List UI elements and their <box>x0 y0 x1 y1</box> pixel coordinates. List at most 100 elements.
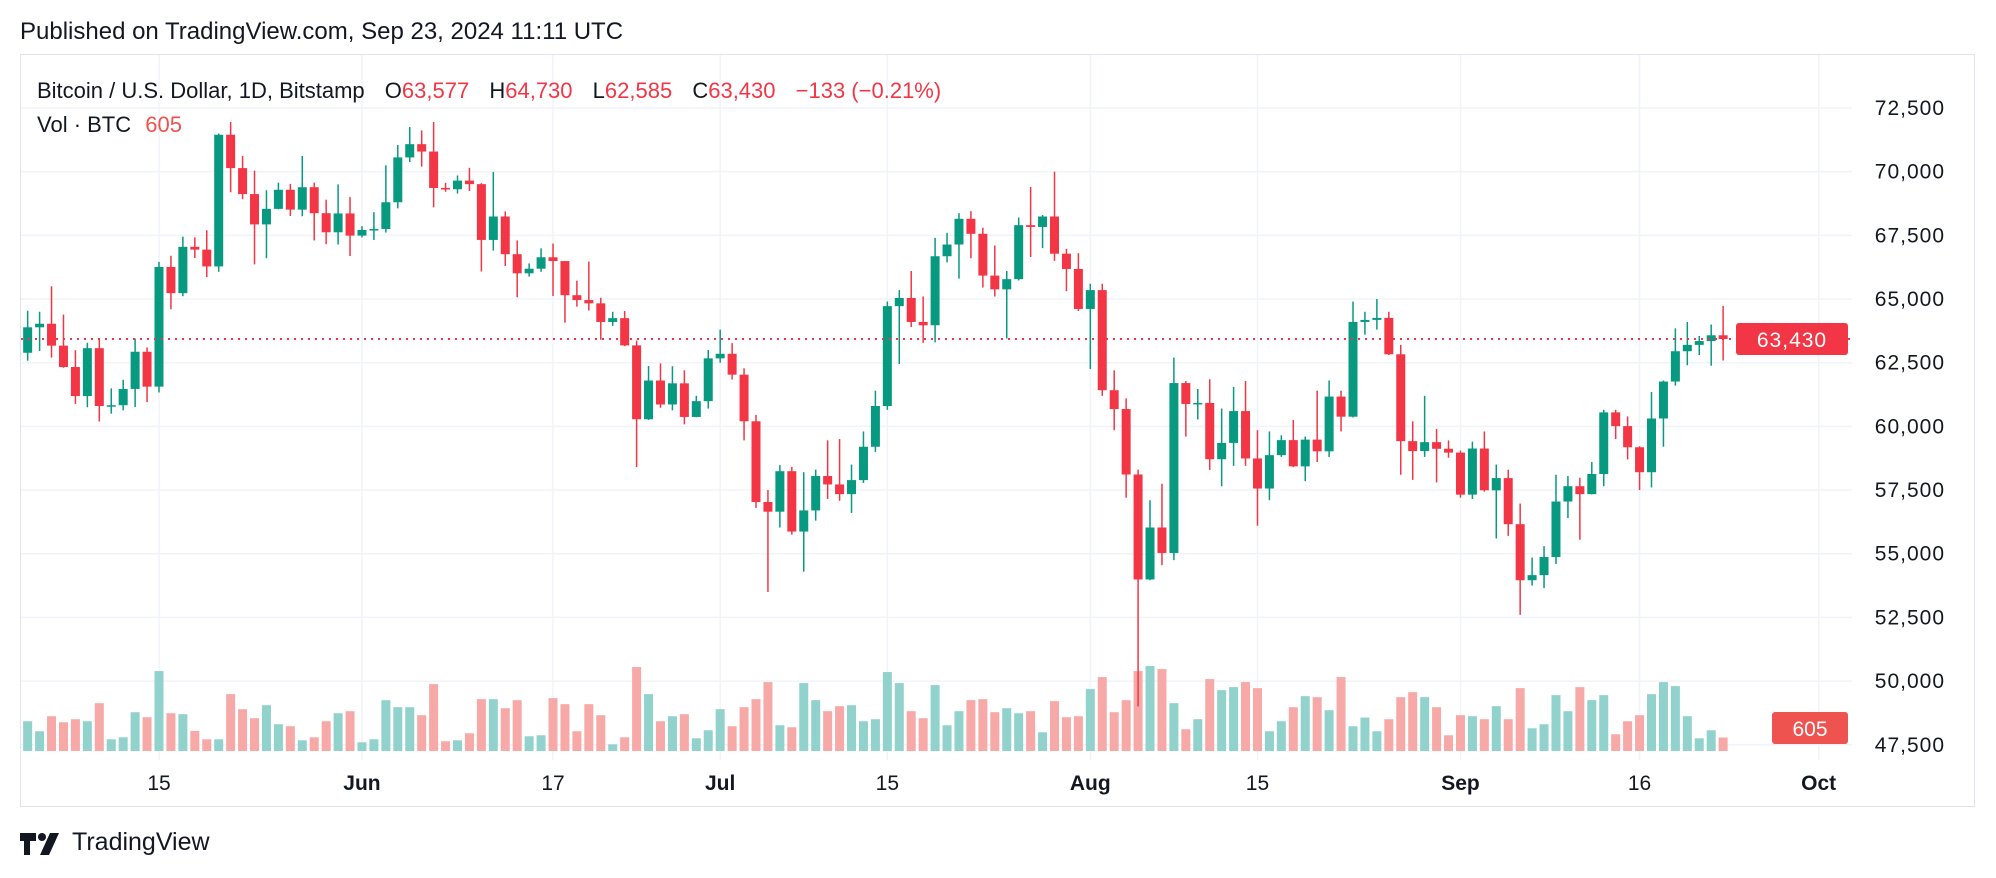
candle-body-down <box>476 184 486 240</box>
volume-bar <box>679 714 689 751</box>
candle-body-down <box>1623 426 1633 448</box>
volume-bar <box>70 719 80 751</box>
volume-bar <box>1479 719 1489 751</box>
price-tick-label: 50,000 <box>1875 670 1945 693</box>
volume-bar <box>82 721 92 751</box>
time-axis[interactable]: 15 Jun 17 Jul 15 Aug 15 Sep 16 Oct <box>147 772 1836 795</box>
time-tick-label: 15 <box>876 772 899 795</box>
candle-body-down <box>345 213 355 236</box>
candle-body-up <box>154 266 164 387</box>
volume-bar <box>727 726 737 751</box>
candle-body-down <box>751 421 761 503</box>
candle-body-up <box>381 202 391 229</box>
candle-body-down <box>1050 216 1059 254</box>
volume-bar <box>942 725 952 751</box>
volume-bar <box>381 700 391 751</box>
volume-bar <box>130 712 140 751</box>
volume-bar <box>47 716 57 751</box>
volume-bar <box>1050 701 1059 751</box>
volume-bar <box>715 709 725 751</box>
price-axis[interactable]: 72,500 70,000 67,500 65,000 62,500 60,000 57,5… <box>1875 97 1945 757</box>
volume-bar <box>1157 669 1167 751</box>
time-tick-label: 15 <box>147 772 170 795</box>
candle-body-down <box>58 345 68 368</box>
volume-bar <box>512 700 522 751</box>
candle-body-up <box>1551 501 1561 558</box>
volume-bar <box>441 741 451 751</box>
volume-bar <box>847 705 857 751</box>
volume-bar <box>655 721 665 751</box>
volume-bar <box>775 725 785 751</box>
candle-body-up <box>178 246 188 294</box>
volume-bar <box>1432 707 1442 751</box>
volume-bar <box>1229 687 1239 751</box>
candle-body-down <box>1635 447 1645 473</box>
volume-bar <box>703 730 713 751</box>
candle-body-down <box>584 300 594 304</box>
candle-body-down <box>238 168 248 195</box>
volume-bar <box>393 707 403 751</box>
candle-body-up <box>1647 418 1656 473</box>
candle-body-up <box>297 187 307 210</box>
volume-bar <box>1599 695 1609 751</box>
published-timestamp: Published on TradingView.com, Sep 23, 20… <box>20 18 624 45</box>
candle-body-down <box>429 151 439 188</box>
candle-body-down <box>1181 383 1191 404</box>
price-tick-label: 70,000 <box>1875 161 1945 184</box>
volume-bar <box>1539 724 1549 751</box>
volume-bar <box>1420 697 1430 751</box>
candle-body-down <box>1073 268 1083 309</box>
candle-body-up <box>35 323 45 328</box>
price-tick-label: 52,500 <box>1875 606 1945 629</box>
time-tick-label: 17 <box>541 772 564 795</box>
volume-bar <box>488 699 498 751</box>
price-tick-label: 47,500 <box>1875 734 1945 757</box>
candle-body-up <box>1706 335 1716 342</box>
candle-body-up <box>847 480 857 495</box>
volume-bar <box>1288 707 1298 751</box>
volume-bar <box>799 683 809 751</box>
candle-body-down <box>823 476 833 485</box>
volume-bar <box>596 715 606 751</box>
volume-bar <box>751 699 761 751</box>
volume-bar <box>584 704 594 751</box>
candle-body-up <box>1599 412 1609 475</box>
volume-bar <box>548 698 558 751</box>
volume-bar <box>238 709 248 751</box>
price-tick-label: 60,000 <box>1875 415 1945 438</box>
tradingview-brand[interactable]: TradingView <box>20 828 210 857</box>
candle-body-down <box>763 502 773 512</box>
candle-body-down <box>1133 474 1143 580</box>
volume-label[interactable]: Vol · BTC <box>37 112 132 137</box>
volume-bar <box>166 713 176 751</box>
candle-body-up <box>1229 411 1239 443</box>
volume-bar <box>691 738 701 751</box>
volume-bar <box>1623 721 1633 751</box>
symbol-title[interactable]: Bitcoin / U.S. Dollar, 1D, Bitstamp <box>37 78 365 103</box>
volume-value: 605 <box>145 112 182 137</box>
candle-body-up <box>1085 290 1095 309</box>
open-value: 63,577 <box>401 78 470 103</box>
candle-body-up <box>667 383 677 405</box>
candle-body-down <box>739 374 749 422</box>
candle-body-down <box>1026 225 1036 227</box>
candle-body-down <box>1396 354 1406 442</box>
volume-bar <box>1563 711 1573 751</box>
grid-lines <box>21 55 1852 760</box>
symbol-legend: Bitcoin / U.S. Dollar, 1D, Bitstamp O63,… <box>37 78 941 104</box>
candle-body-up <box>1264 455 1274 489</box>
change-value: −133 (−0.21%) <box>795 78 942 103</box>
volume-bar <box>94 703 104 751</box>
candle-body-up <box>524 268 534 274</box>
volume-bar <box>1515 688 1525 751</box>
candle-body-up <box>1670 351 1680 382</box>
candle-body-up <box>644 380 654 420</box>
volume-bar <box>476 699 486 751</box>
volume-bar <box>1145 666 1155 751</box>
price-tick-label: 55,000 <box>1875 543 1945 566</box>
candle-body-up <box>488 216 498 240</box>
close-value: 63,430 <box>708 78 776 103</box>
candle-body-down <box>1575 486 1585 495</box>
high-value: 64,730 <box>505 78 573 103</box>
